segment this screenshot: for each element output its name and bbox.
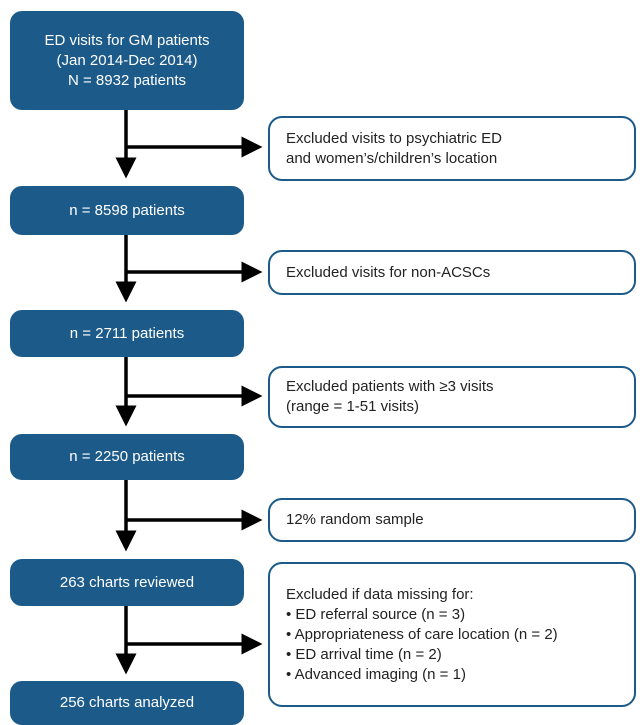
exclusion-box-3: Excluded patients with ≥3 visits (range … [268, 366, 636, 428]
exclusion-bullet: Appropriateness of care location (n = 2) [286, 625, 558, 645]
step-box-2-line: n = 8598 patients [69, 201, 185, 219]
step-box-6: 256 charts analyzed [10, 681, 244, 725]
exclusion-box-1-line: and women’s/children’s location [286, 149, 498, 167]
step-box-4: n = 2250 patients [10, 434, 244, 480]
step-box-3: n = 2711 patients [10, 310, 244, 357]
exclusion-box-1: Excluded visits to psychiatric ED and wo… [268, 116, 636, 181]
step-box-1: ED visits for GM patients (Jan 2014-Dec … [10, 11, 244, 110]
step-box-1-line: ED visits for GM patients [44, 31, 210, 49]
exclusion-box-2: Excluded visits for non-ACSCs [268, 250, 636, 295]
exclusion-box-2-line: Excluded visits for non-ACSCs [286, 263, 491, 281]
exclusion-box-3-line: Excluded patients with ≥3 visits [286, 378, 494, 395]
exclusion-bullet: Advanced imaging (n = 1) [286, 665, 558, 685]
step-box-1-line: N = 8932 patients [67, 71, 186, 89]
step-box-2: n = 8598 patients [10, 186, 244, 235]
exclusion-bullet: ED arrival time (n = 2) [286, 645, 558, 665]
step-box-1-line: (Jan 2014-Dec 2014) [56, 51, 198, 69]
exclusion-box-1-line: Excluded visits to psychiatric ED [286, 129, 502, 147]
exclusion-box-5-title: Excluded if data missing for: [286, 585, 474, 603]
exclusion-box-4: 12% random sample [268, 498, 636, 542]
exclusion-box-5: Excluded if data missing for: ED referra… [268, 562, 636, 707]
exclusion-box-3-line: (range = 1-51 visits) [286, 398, 419, 415]
step-box-5: 263 charts reviewed [10, 559, 244, 606]
exclusion-bullet: ED referral source (n = 3) [286, 605, 558, 625]
exclusion-box-5-list: ED referral source (n = 3) Appropriatene… [286, 605, 558, 685]
step-box-5-line: 263 charts reviewed [59, 573, 195, 591]
step-box-3-line: n = 2711 patients [69, 324, 185, 342]
step-box-6-line: 256 charts analyzed [59, 694, 195, 711]
step-box-4-line: n = 2250 patients [69, 448, 185, 465]
exclusion-box-4-line: 12% random sample [286, 511, 424, 528]
